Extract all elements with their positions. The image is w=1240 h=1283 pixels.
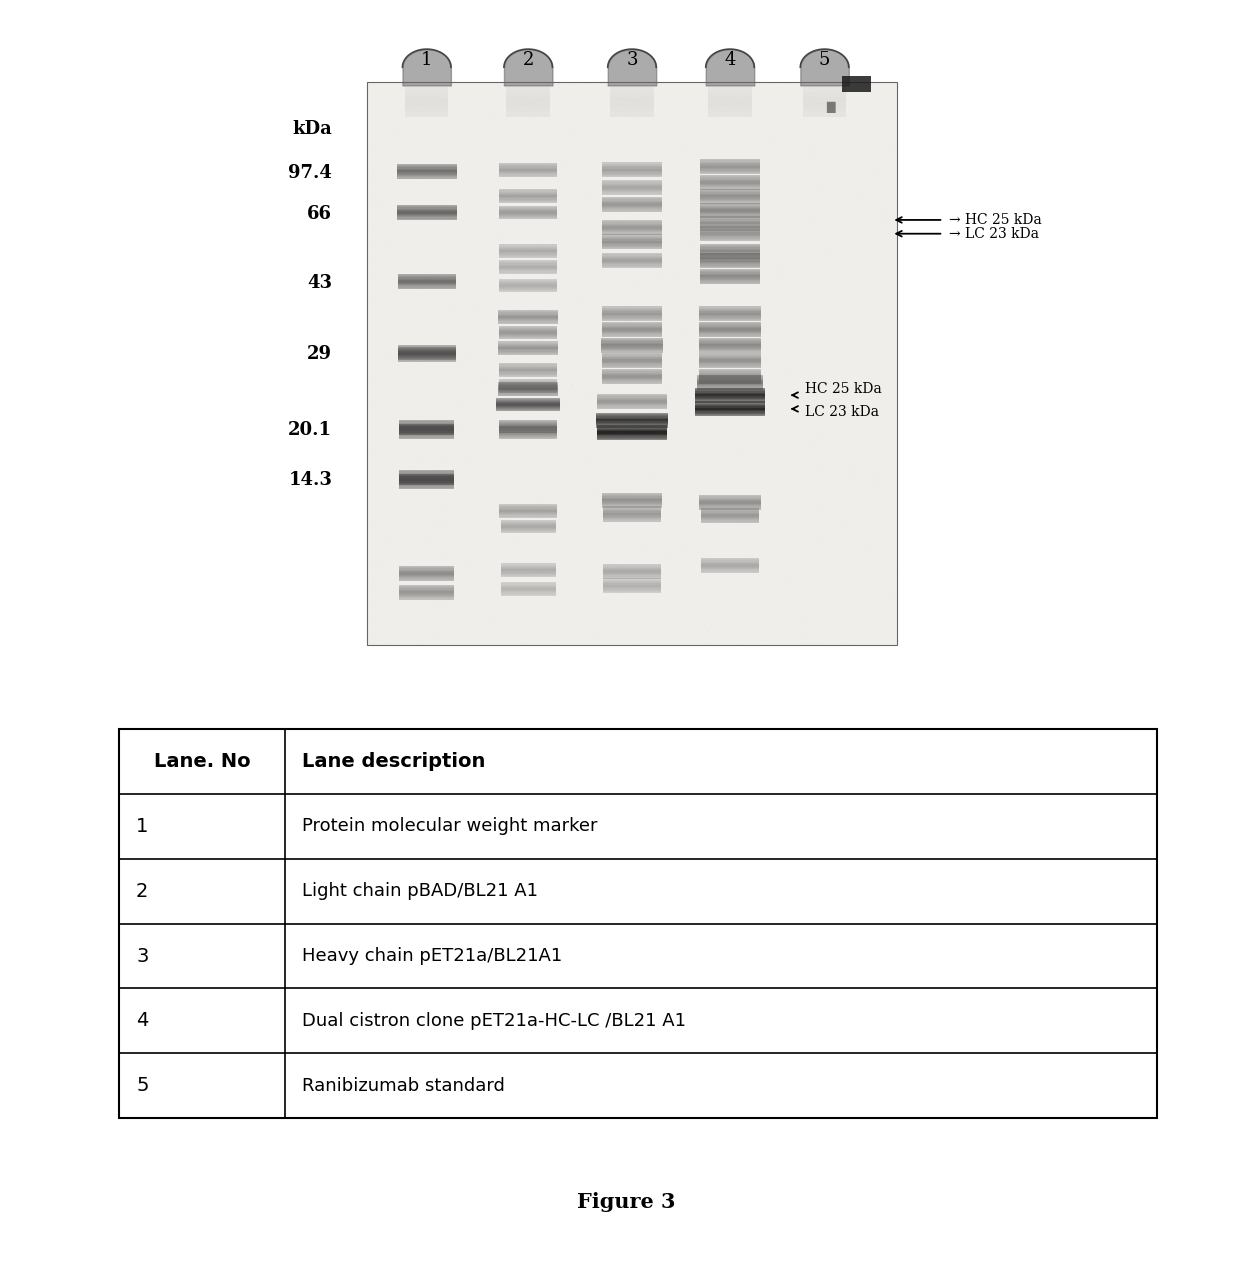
Text: LC 23 kDa: LC 23 kDa — [805, 405, 879, 420]
Text: Figure 3: Figure 3 — [577, 1192, 676, 1212]
Text: Lane. No: Lane. No — [154, 752, 250, 771]
Bar — [506, 106, 551, 112]
Bar — [405, 91, 449, 96]
Text: 5: 5 — [136, 1076, 149, 1096]
Bar — [405, 87, 449, 91]
Text: 4: 4 — [724, 51, 735, 69]
Text: Lane description: Lane description — [303, 752, 486, 771]
Bar — [506, 87, 551, 91]
Text: kDa: kDa — [293, 121, 332, 139]
Bar — [405, 106, 449, 112]
Text: → LC 23 kDa: → LC 23 kDa — [949, 227, 1039, 241]
Text: 43: 43 — [308, 273, 332, 291]
Text: 1: 1 — [136, 817, 149, 837]
Bar — [802, 112, 847, 117]
Bar — [610, 96, 653, 101]
Bar — [506, 96, 551, 101]
Text: 3: 3 — [626, 51, 637, 69]
Text: 29: 29 — [308, 345, 332, 363]
Bar — [842, 76, 870, 91]
Text: Ranibizumab standard: Ranibizumab standard — [303, 1076, 505, 1094]
Bar — [610, 106, 653, 112]
Bar — [708, 106, 751, 112]
Text: Heavy chain pET21a/BL21A1: Heavy chain pET21a/BL21A1 — [303, 947, 563, 965]
Text: 2: 2 — [136, 881, 149, 901]
Bar — [802, 91, 847, 96]
Bar — [802, 87, 847, 91]
Bar — [506, 101, 551, 106]
Bar — [405, 112, 449, 117]
Text: 5: 5 — [818, 51, 831, 69]
Bar — [119, 729, 1157, 1117]
Bar — [405, 101, 449, 106]
Bar — [610, 112, 653, 117]
Text: 4: 4 — [136, 1011, 149, 1030]
Bar — [708, 87, 751, 91]
Bar — [610, 101, 653, 106]
Text: █: █ — [826, 101, 835, 113]
Text: 3: 3 — [136, 947, 149, 966]
Text: 97.4: 97.4 — [288, 164, 332, 182]
Text: 14.3: 14.3 — [288, 471, 332, 489]
Text: Light chain pBAD/BL21 A1: Light chain pBAD/BL21 A1 — [303, 883, 538, 901]
Text: 20.1: 20.1 — [288, 421, 332, 439]
Text: HC 25 kDa: HC 25 kDa — [805, 382, 882, 396]
Text: Dual cistron clone pET21a-HC-LC /BL21 A1: Dual cistron clone pET21a-HC-LC /BL21 A1 — [303, 1012, 686, 1030]
Bar — [610, 87, 653, 91]
Bar — [506, 91, 551, 96]
Bar — [708, 91, 751, 96]
Bar — [708, 112, 751, 117]
Text: 2: 2 — [522, 51, 534, 69]
Bar — [610, 91, 653, 96]
Bar — [708, 96, 751, 101]
Text: Protein molecular weight marker: Protein molecular weight marker — [303, 817, 598, 835]
Bar — [405, 96, 449, 101]
Bar — [802, 101, 847, 106]
Text: 1: 1 — [420, 51, 433, 69]
Text: → HC 25 kDa: → HC 25 kDa — [949, 213, 1042, 227]
Bar — [708, 101, 751, 106]
Bar — [506, 112, 551, 117]
Bar — [367, 82, 898, 645]
Bar — [802, 96, 847, 101]
Bar — [802, 106, 847, 112]
Text: 66: 66 — [308, 205, 332, 223]
